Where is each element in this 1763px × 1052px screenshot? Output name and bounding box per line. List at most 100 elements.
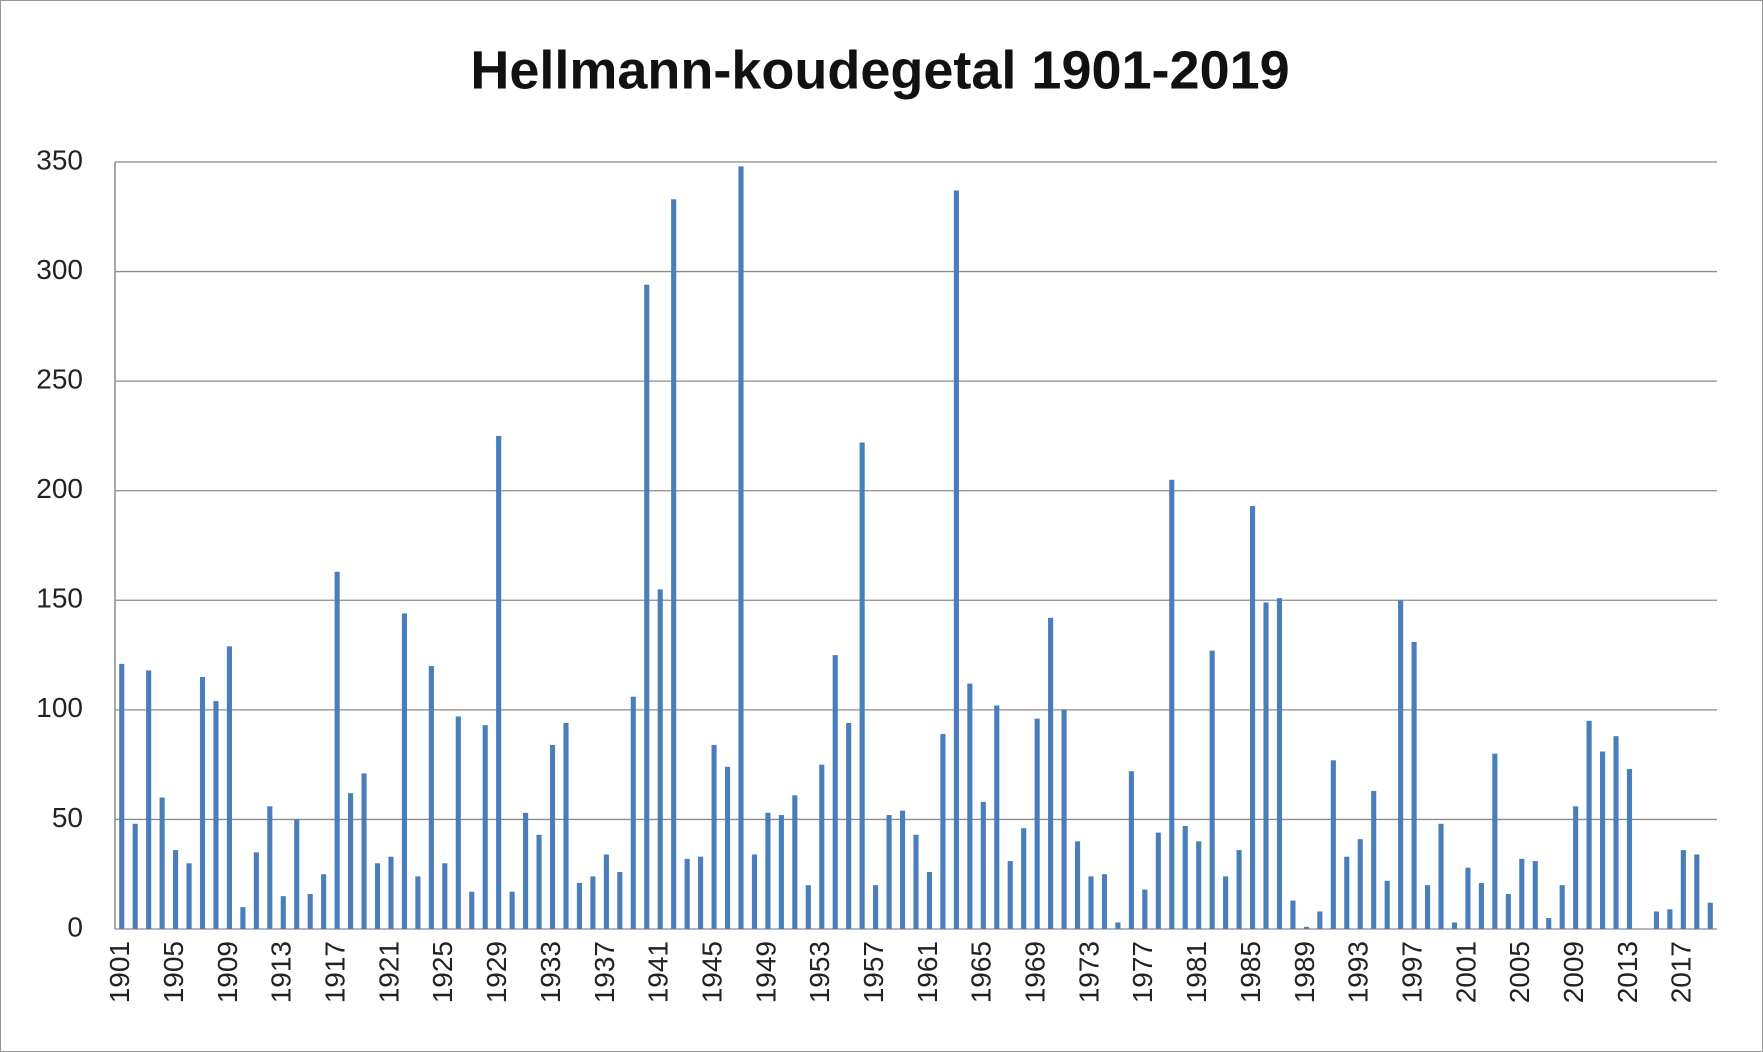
bar bbox=[549, 744, 556, 929]
x-tick-label: 1913 bbox=[266, 941, 297, 1003]
bar bbox=[1330, 760, 1336, 929]
bar bbox=[1263, 602, 1269, 929]
bar bbox=[792, 795, 798, 929]
x-tick-label: 1949 bbox=[750, 941, 781, 1003]
bar bbox=[1061, 709, 1067, 929]
bar bbox=[563, 723, 569, 929]
bar bbox=[348, 793, 354, 929]
bar bbox=[1236, 850, 1242, 929]
bar bbox=[307, 893, 313, 929]
bar bbox=[1600, 751, 1606, 929]
x-tick-label: 1969 bbox=[1020, 941, 1051, 1003]
bar bbox=[1317, 911, 1323, 929]
bar bbox=[294, 819, 300, 929]
y-tick-label: 0 bbox=[67, 911, 83, 942]
bar bbox=[146, 670, 152, 929]
bar bbox=[1505, 893, 1511, 929]
bar bbox=[1465, 867, 1471, 929]
bar bbox=[1276, 598, 1283, 929]
x-tick-label: 1917 bbox=[320, 941, 351, 1003]
x-tick-label: 1977 bbox=[1127, 941, 1158, 1003]
bar bbox=[159, 797, 165, 929]
bar bbox=[1707, 902, 1713, 929]
bar bbox=[751, 854, 758, 929]
bar bbox=[482, 725, 488, 929]
y-tick-label: 250 bbox=[36, 364, 83, 395]
bar bbox=[1492, 753, 1498, 929]
bar bbox=[1384, 880, 1390, 929]
bar bbox=[280, 896, 286, 929]
bar bbox=[388, 856, 394, 929]
bar bbox=[1074, 841, 1081, 929]
bar bbox=[644, 284, 650, 930]
bar bbox=[1680, 850, 1686, 929]
bar bbox=[1438, 823, 1444, 929]
x-tick-label: 2013 bbox=[1612, 941, 1643, 1003]
bar bbox=[1667, 909, 1673, 929]
x-tick-label: 1973 bbox=[1073, 941, 1104, 1003]
bar bbox=[1142, 889, 1148, 929]
bar bbox=[1519, 858, 1525, 929]
bar bbox=[873, 885, 879, 929]
bar bbox=[671, 199, 677, 930]
bar bbox=[523, 812, 529, 929]
x-tick-label: 1933 bbox=[535, 941, 566, 1003]
bar bbox=[496, 435, 502, 929]
bar bbox=[859, 442, 865, 929]
bar bbox=[1398, 600, 1404, 929]
bar bbox=[509, 891, 515, 929]
bar bbox=[1559, 885, 1565, 929]
x-tick-label: 2009 bbox=[1558, 941, 1589, 1003]
x-tick-label: 1953 bbox=[804, 941, 835, 1003]
bar bbox=[455, 716, 461, 929]
bar bbox=[724, 766, 731, 929]
bar bbox=[778, 815, 784, 929]
bar bbox=[536, 834, 542, 929]
bar bbox=[334, 571, 340, 929]
bar bbox=[1357, 839, 1363, 929]
chart-title: Hellmann-koudegetal 1901-2019 bbox=[470, 40, 1289, 100]
bar bbox=[886, 815, 892, 929]
bar bbox=[603, 854, 609, 929]
x-tick-label: 1989 bbox=[1289, 941, 1320, 1003]
y-tick-label: 200 bbox=[36, 473, 83, 504]
bar bbox=[953, 190, 959, 929]
bar bbox=[1048, 617, 1054, 929]
bar bbox=[186, 863, 192, 929]
bar bbox=[1626, 769, 1633, 929]
x-tick-label: 1997 bbox=[1396, 941, 1427, 1003]
bar bbox=[132, 823, 138, 929]
bar bbox=[738, 166, 744, 929]
bar bbox=[1021, 828, 1027, 929]
bar bbox=[994, 705, 1000, 929]
x-tick-label: 1965 bbox=[966, 941, 997, 1003]
bar bbox=[173, 850, 179, 929]
bar bbox=[832, 655, 838, 929]
bar bbox=[980, 801, 986, 929]
bar bbox=[415, 876, 421, 929]
bar bbox=[576, 882, 583, 929]
x-tick-label: 1929 bbox=[481, 941, 512, 1003]
x-tick-label: 2005 bbox=[1504, 941, 1535, 1003]
bar bbox=[1546, 918, 1552, 929]
x-tick-label: 1937 bbox=[589, 941, 620, 1003]
y-tick-label: 50 bbox=[52, 802, 83, 833]
bar bbox=[1169, 479, 1175, 929]
bar bbox=[1344, 856, 1350, 929]
bar bbox=[913, 834, 919, 929]
bar bbox=[1155, 832, 1161, 929]
x-tick-label: 1909 bbox=[212, 941, 243, 1003]
bar bbox=[1088, 876, 1094, 929]
y-tick-label: 150 bbox=[36, 583, 83, 614]
bar bbox=[899, 810, 906, 929]
bar bbox=[1034, 718, 1040, 929]
bar bbox=[1532, 861, 1538, 929]
bar bbox=[940, 733, 946, 929]
bar bbox=[253, 852, 259, 929]
bar bbox=[1223, 876, 1229, 929]
bar bbox=[1573, 806, 1579, 929]
bar bbox=[469, 891, 475, 929]
bar bbox=[630, 696, 636, 929]
